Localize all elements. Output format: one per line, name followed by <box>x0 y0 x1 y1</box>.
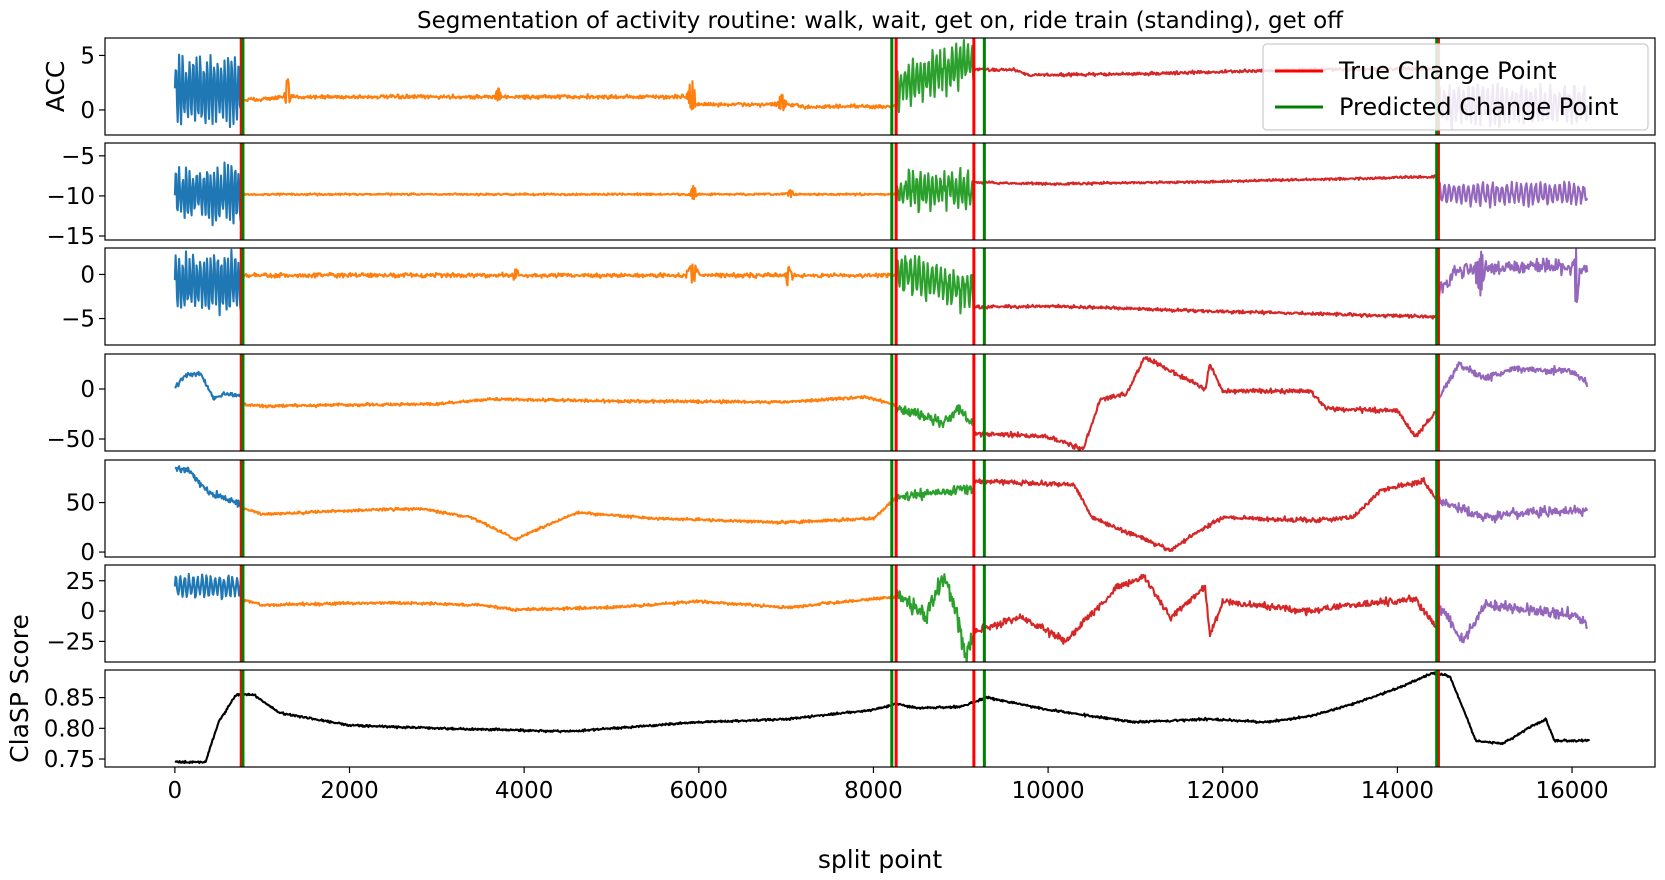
series-line-2 <box>240 394 897 409</box>
x-tick-label: 12000 <box>1186 778 1259 804</box>
series-line-3 <box>895 38 975 114</box>
series-line-5 <box>1438 361 1589 400</box>
series-line-4 <box>973 476 1439 553</box>
x-tick-label: 10000 <box>1012 778 1085 804</box>
legend: True Change Point Predicted Change Point <box>1262 43 1649 131</box>
y-tick-label: 0 <box>80 599 95 625</box>
series-line-3 <box>895 254 975 315</box>
series-group <box>174 356 1589 451</box>
series-line-2 <box>240 184 897 201</box>
y-tick-label: 0.85 <box>44 686 95 712</box>
chart-title: Segmentation of activity routine: walk, … <box>417 8 1344 34</box>
series-line-2 <box>240 78 897 112</box>
y-tick-label: −5 <box>61 307 95 333</box>
series-line-2 <box>240 496 897 542</box>
y-axis-label: ClaSP Score <box>5 614 34 763</box>
subplot-frame <box>104 353 1656 452</box>
y-tick-label: −5 <box>61 144 95 170</box>
legend-box <box>1262 43 1649 131</box>
x-tick-label: 2000 <box>320 778 379 804</box>
subplot-4: −50 0 <box>46 353 1656 453</box>
series-line-2 <box>240 594 897 613</box>
series-line-1 <box>173 572 243 601</box>
y-tick-label: 50 <box>66 491 95 517</box>
legend-label: True Change Point <box>1338 57 1557 85</box>
y-tick-label: 0.75 <box>44 747 95 773</box>
y-tick-label: 0 <box>80 377 95 403</box>
y-tick-label: −50 <box>46 427 95 453</box>
subplot-frame <box>104 247 1656 346</box>
x-tick-label: 16000 <box>1535 778 1608 804</box>
series-line-1 <box>173 248 243 317</box>
subplot-frame <box>104 37 1656 136</box>
subplot-stack: 05ACC−15−10−5−50−500050−250250.750.800.8… <box>5 37 1656 773</box>
series-line-4 <box>973 303 1440 320</box>
series-line-3 <box>895 166 975 214</box>
series-line-4 <box>973 573 1440 645</box>
y-tick-label: −25 <box>46 629 95 655</box>
series-group <box>173 161 1589 227</box>
series-line-5 <box>1437 495 1589 524</box>
series-line-4 <box>973 174 1440 187</box>
series-line-1 <box>173 161 243 227</box>
y-tick-label: 0.80 <box>44 716 95 742</box>
y-tick-label: 25 <box>66 569 95 595</box>
subplot-2: −15 −10 −5 <box>46 142 1656 250</box>
subplot-6: −25 0 25 <box>46 564 1656 663</box>
series-group <box>173 248 1589 320</box>
series-line-5 <box>1437 180 1589 209</box>
subplot-3: −5 0 <box>61 247 1656 346</box>
x-tick-label: 14000 <box>1361 778 1434 804</box>
series-line-2 <box>240 263 897 287</box>
subplot-5: 0 50 <box>66 459 1656 566</box>
subplot-frame <box>104 564 1656 663</box>
y-tick-label: 0 <box>80 262 95 288</box>
subplot-frame <box>104 669 1656 768</box>
subplot-frame <box>104 142 1656 241</box>
series-line-1 <box>174 465 243 508</box>
subplot-frame <box>104 459 1656 558</box>
y-tick-label: −15 <box>46 224 95 250</box>
x-tick-label: 6000 <box>670 778 729 804</box>
series-line-1 <box>174 671 1591 765</box>
series-line-5 <box>1437 598 1589 644</box>
y-tick-label: 0 <box>80 540 95 566</box>
series-line-3 <box>895 573 975 662</box>
y-tick-label: −10 <box>46 184 95 210</box>
y-axis-label: ACC <box>41 61 70 113</box>
series-line-3 <box>895 404 975 429</box>
series-line-5 <box>1437 248 1589 304</box>
series-line-1 <box>173 53 243 129</box>
series-line-1 <box>174 370 243 401</box>
x-tick-label: 8000 <box>844 778 903 804</box>
series-group <box>174 465 1589 553</box>
series-group <box>174 671 1591 765</box>
series-line-3 <box>895 484 975 503</box>
subplot-7: 0.75 0.80 0.85 ClaSP Score <box>5 614 1656 773</box>
y-tick-label: 5 <box>80 43 95 69</box>
series-group <box>173 572 1589 662</box>
x-tick-label: 0 <box>168 778 183 804</box>
x-axis-label: split point <box>818 845 942 874</box>
y-tick-label: 0 <box>80 98 95 124</box>
x-axis: 0 2000 4000 6000 8000 10000 12000 14000 16000 <box>168 767 1609 804</box>
x-tick-label: 4000 <box>495 778 554 804</box>
series-line-4 <box>972 356 1440 451</box>
legend-label: Predicted Change Point <box>1339 93 1618 121</box>
